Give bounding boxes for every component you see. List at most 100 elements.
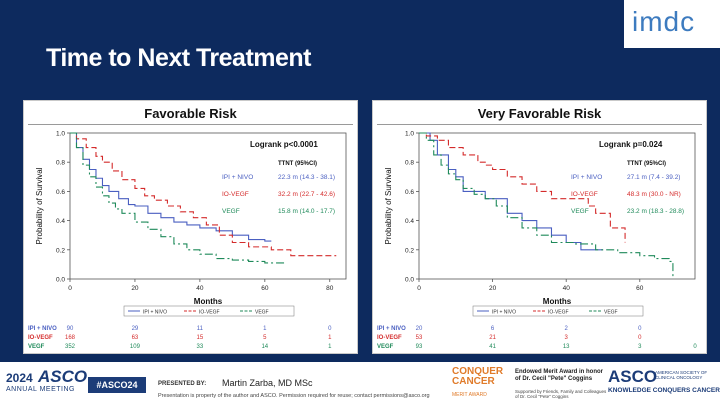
asco-society-name: AMERICAN SOCIETY OF CLINICAL ONCOLOGY [655,370,708,380]
series-line-2 [419,132,674,277]
risk-value: 168 [65,335,76,341]
slide-title: Time to Next Treatment [46,44,312,72]
y-tick-label: 0.8 [405,160,414,167]
risk-value: 13 [563,344,570,350]
risk-value: 3 [565,335,569,341]
risk-value: 2 [565,326,569,332]
footer-meeting: ANNUAL MEETING [6,386,75,393]
y-tick-label: 0.0 [56,277,65,284]
risk-value: 5 [263,335,267,341]
asco-logo: ASCO [608,367,658,386]
risk-value: 15 [197,335,204,341]
series-line-1 [70,132,337,257]
y-axis-label: Probability of Survival [384,167,393,244]
y-tick-label: 0.8 [56,160,65,167]
legend-label: IPI + NIVO [143,310,167,316]
award-title: Endowed Merit Award in honor of Dr. Ceci… [515,369,604,382]
risk-value: 1 [328,344,332,350]
conquer-cancer-logo: CONQUER CANCER [452,366,504,387]
imdc-logo-text: imdc [632,6,696,37]
risk-row-label: IPI + NIVO [377,326,406,332]
risk-row-label: VEGF [28,344,45,350]
risk-row-label: IPI + NIVO [28,326,57,332]
very-favorable-risk-panel: Very Favorable Risk 0.0 0.2 0.4 0.6 0.8 1.0 0 2… [372,100,707,354]
x-axis-label: Months [194,297,223,306]
legend-label: IO-VEGF [548,310,569,316]
favorable-risk-panel: Favorable Risk 0.0 0.2 0.4 0.6 0.8 1.0 0 20 40 60… [23,100,358,354]
risk-value: 3 [638,344,642,350]
ttnt-value: 32.2 m (22.7 - 42.6) [278,191,335,198]
footer-note: Presentation is property of the author a… [158,393,430,399]
x-tick-label: 20 [131,285,139,292]
ttnt-header: TTNT (95%CI) [278,161,317,167]
x-axis-label: Months [543,297,572,306]
legend-label: IO-VEGF [199,310,220,316]
footer-presenter: Martin Zarba, MD MSc [222,378,313,388]
legend-label: IPI + NIVO [492,310,516,316]
risk-value: 0 [638,326,642,332]
ttnt-value: 23.2 m (18.3 - 28.8) [627,208,684,215]
logrank-label: Logrank p<0.0001 [250,140,318,149]
ttnt-value: 15.8 m (14.0 - 17.7) [278,208,335,215]
risk-value: 0 [693,344,697,350]
risk-value: 93 [416,344,423,350]
series-line-1 [419,132,626,243]
x-tick-label: 80 [326,285,334,292]
ttnt-value: 48.3 m (30.0 - NR) [627,191,681,198]
ttnt-series-name: IPI + NIVO [571,174,602,181]
y-tick-label: 0.6 [405,189,414,196]
ttnt-series-name: IO-VEGF [571,191,598,198]
footer-year: 2024 [6,371,33,385]
risk-value: 14 [261,344,268,350]
imdc-logo: imdc [624,0,720,48]
panel-divider [28,124,353,125]
asco-tagline: KNOWLEDGE CONQUERS CANCER [608,387,720,394]
favorable-risk-chart: 0.0 0.2 0.4 0.6 0.8 1.0 0 20 40 60 80 Months Probabi… [28,131,347,350]
risk-row-label: VEGF [377,344,394,350]
footer: 2024 ASCO ANNUAL MEETING #ASCO24 PRESENT… [0,362,720,405]
risk-value: 63 [132,335,139,341]
risk-value: 20 [416,326,423,332]
plot-frame [418,132,696,280]
x-tick-label: 20 [489,285,497,292]
y-tick-label: 0.4 [405,218,414,225]
panel-title: Favorable Risk [144,106,237,121]
y-tick-label: 0.2 [405,247,414,254]
risk-value: 90 [67,326,74,332]
x-tick-label: 60 [261,285,269,292]
risk-row-label: IO-VEGF [28,335,53,341]
y-tick-label: 1.0 [405,131,414,138]
risk-value: 1 [263,326,267,332]
footer-presented-by: PRESENTED BY: [158,381,207,387]
risk-value: 29 [132,326,139,332]
legend-label: VEGF [255,310,269,316]
legend-box [472,305,644,317]
y-axis-label: Probability of Survival [35,167,44,244]
y-tick-label: 0.2 [56,247,65,254]
x-tick-label: 40 [563,285,571,292]
merit-award-label: MERIT AWARD [452,392,487,398]
risk-value: 0 [638,335,642,341]
x-tick-label: 0 [417,285,421,292]
y-tick-label: 1.0 [56,131,65,138]
panel-divider [377,124,702,125]
award-subtitle: Supported by Friends, Family and Colleag… [515,389,607,399]
footer-asco-logo: ASCO [38,367,88,386]
ttnt-value: 22.3 m (14.3 - 38.1) [278,174,335,181]
panel-title: Very Favorable Risk [477,106,602,121]
series-line-0 [70,132,272,242]
legend-label: VEGF [604,310,618,316]
ttnt-header: TTNT (95%CI) [627,161,666,167]
risk-row-label: IO-VEGF [377,335,402,341]
y-tick-label: 0.0 [405,277,414,284]
very-favorable-risk-chart: 0.00.20.40.60.81.00 20 40 60MonthsProbabili… [377,131,697,351]
risk-value: 53 [416,335,423,341]
x-tick-label: 60 [636,285,644,292]
ttnt-series-name: IPI + NIVO [222,174,253,181]
x-tick-label: 40 [196,285,204,292]
risk-value: 109 [130,344,141,350]
risk-value: 33 [197,344,204,350]
plot-frame [69,132,347,280]
risk-value: 21 [489,335,496,341]
x-tick-label: 0 [68,285,72,292]
